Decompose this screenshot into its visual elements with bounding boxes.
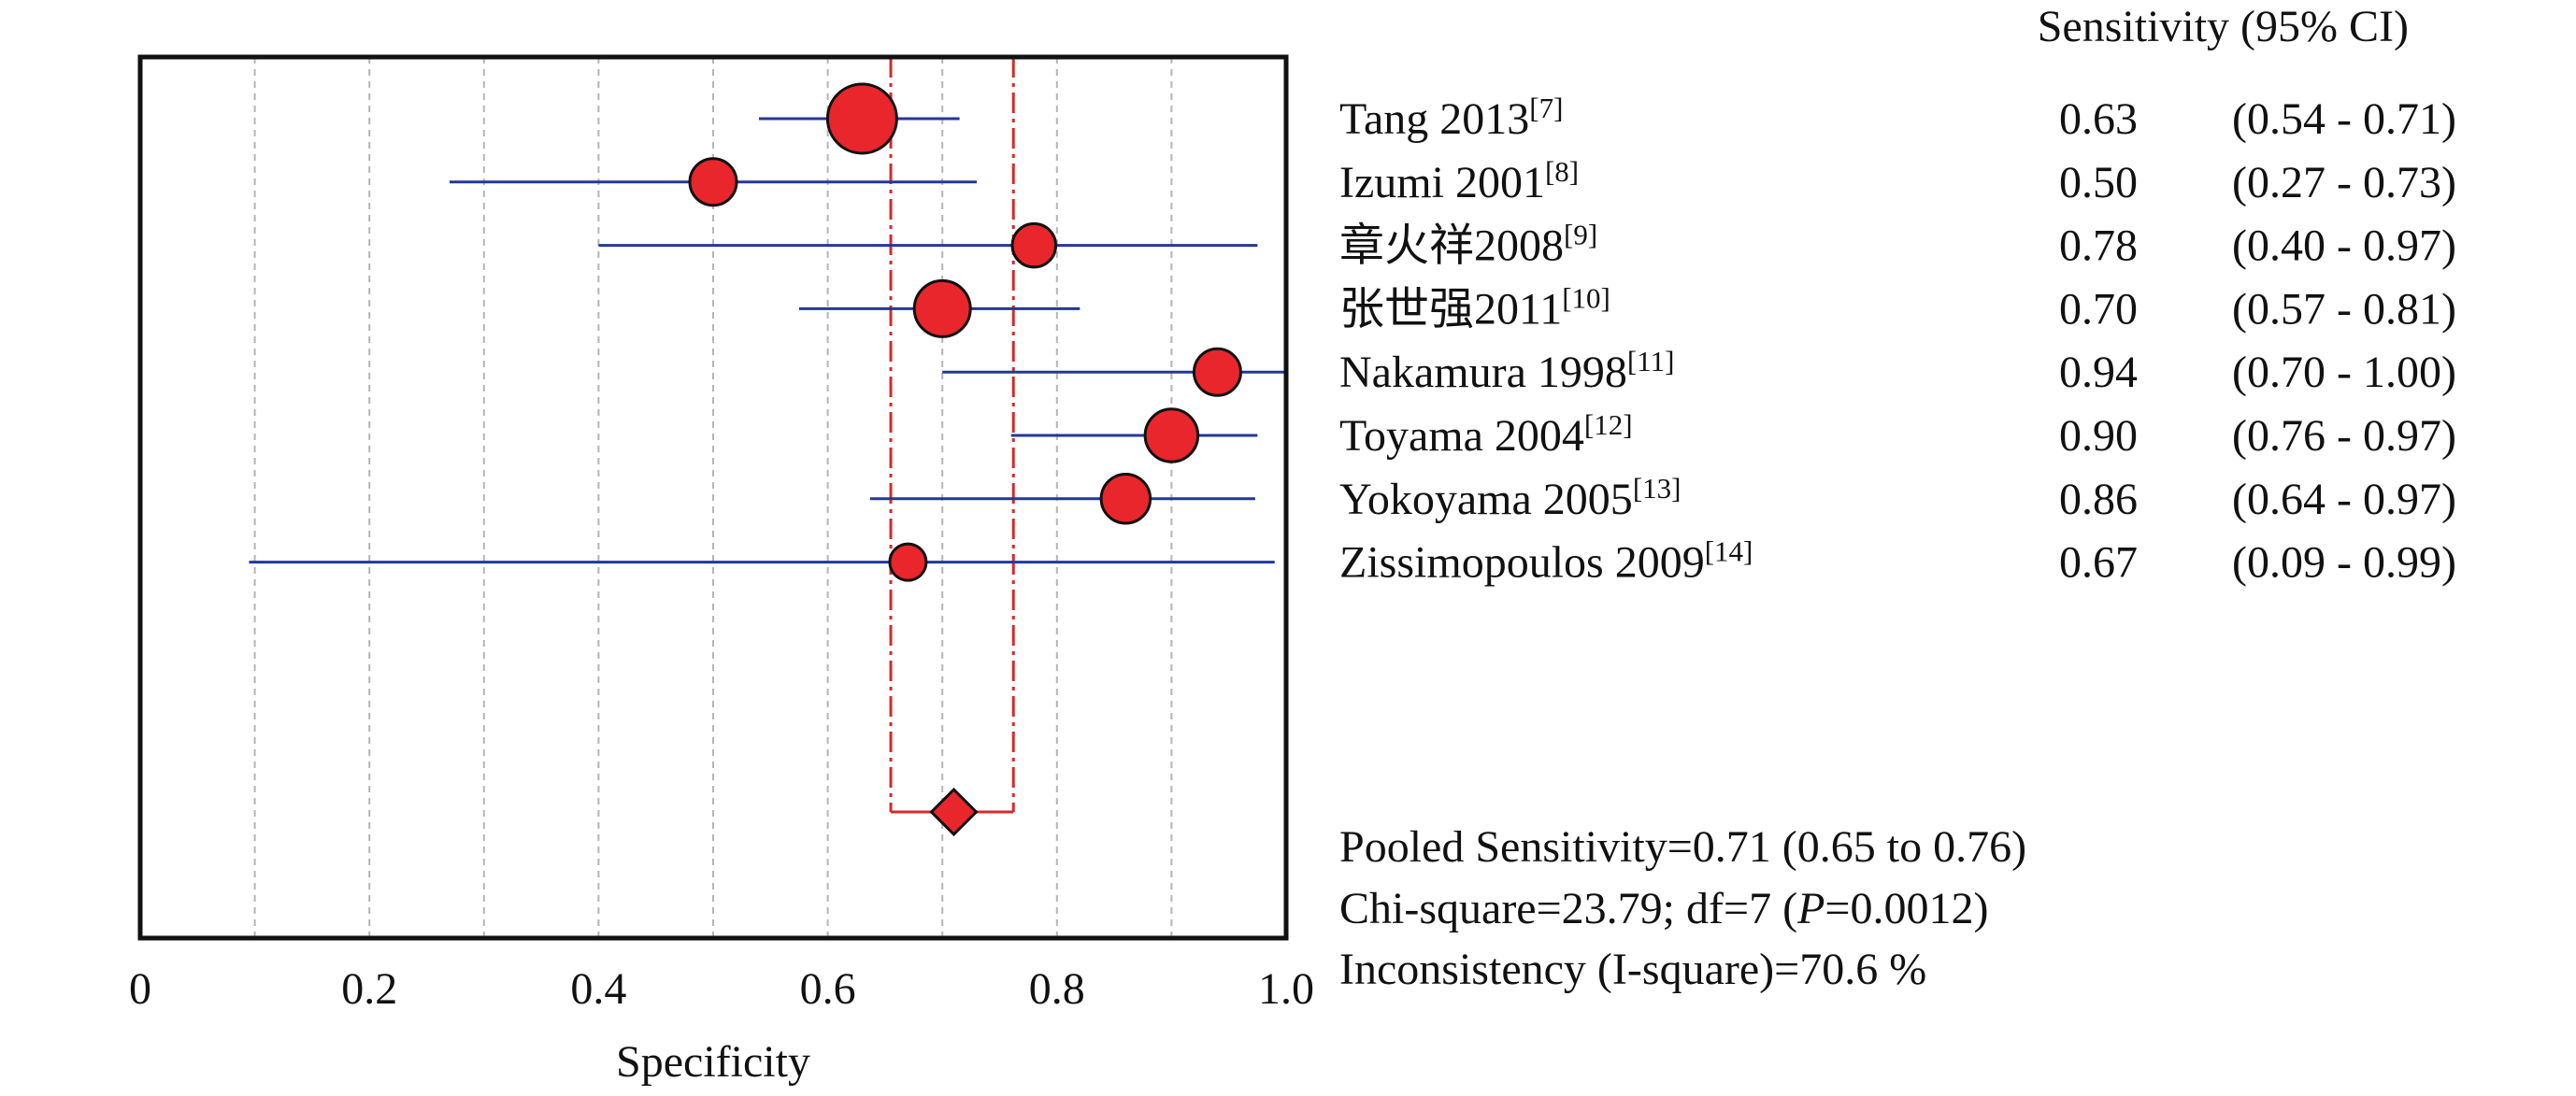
study-label-5: Toyama 2004[12] — [1339, 408, 1633, 461]
study-point-7 — [888, 542, 928, 582]
study-value-5: 0.90 — [2059, 411, 2138, 461]
study-points — [688, 82, 1242, 837]
chi-square-text: Chi-square=23.79; df=7 (P=0.0012) — [1339, 884, 1988, 933]
study-name-2: 章火祥2008 — [1339, 221, 1564, 271]
study-name-6: Yokoyama 2005 — [1339, 475, 1633, 524]
study-ci-3: (0.57 - 0.81) — [2232, 284, 2456, 334]
study-value-0: 0.63 — [2059, 94, 2138, 144]
study-point-2 — [1010, 221, 1058, 269]
summary-block: Pooled Sensitivity=0.71 (0.65 to 0.76) C… — [1339, 822, 2026, 994]
study-ref-4: [11] — [1627, 345, 1675, 377]
study-ref-6: [13] — [1633, 472, 1682, 505]
study-ref-1: [8] — [1545, 155, 1579, 188]
study-label-1: Izumi 2001[8] — [1339, 155, 1579, 207]
study-value-3: 0.70 — [2059, 284, 2138, 334]
pooled-sensitivity-text: Pooled Sensitivity=0.71 (0.65 to 0.76) — [1339, 822, 2026, 872]
study-name-1: Izumi 2001 — [1339, 158, 1545, 207]
study-point-3 — [912, 278, 972, 338]
study-value-2: 0.78 — [2059, 221, 2138, 271]
x-tick-label-3: 0.6 — [800, 964, 856, 1014]
plot-frame — [137, 54, 1289, 941]
study-ref-2: [9] — [1564, 219, 1597, 251]
study-point-4 — [1192, 347, 1242, 397]
chi-square-prefix: Chi-square=23.79; df=7 ( — [1339, 884, 1797, 933]
study-ci-5: (0.76 - 0.97) — [2232, 411, 2456, 461]
x-tick-label-1: 0.2 — [341, 964, 397, 1014]
p-symbol: P — [1796, 884, 1825, 933]
column-header: Sensitivity (95% CI) — [2038, 2, 2409, 51]
pooled-ci-lines — [889, 57, 1015, 814]
study-point-0 — [825, 82, 898, 155]
study-label-0: Tang 2013[7] — [1339, 92, 1563, 144]
x-tick-label-0: 0 — [129, 964, 151, 1014]
p-value: =0.0012) — [1825, 884, 1988, 933]
study-point-1 — [688, 157, 738, 207]
x-tick-label-5: 1.0 — [1258, 964, 1314, 1014]
study-name-0: Tang 2013 — [1339, 94, 1529, 144]
study-value-4: 0.94 — [2059, 348, 2138, 397]
study-name-3: 张世强2011 — [1339, 284, 1562, 334]
pooled-diamond — [929, 787, 979, 837]
study-ref-5: [12] — [1584, 408, 1633, 441]
x-tick-label-2: 0.4 — [570, 964, 626, 1014]
study-ci-4: (0.70 - 1.00) — [2232, 348, 2456, 397]
study-point-5 — [1143, 407, 1200, 463]
study-value-6: 0.86 — [2059, 475, 2138, 524]
study-label-4: Nakamura 1998[11] — [1339, 345, 1674, 397]
inconsistency-text: Inconsistency (I-square)=70.6 % — [1339, 945, 1926, 994]
study-name-5: Toyama 2004 — [1339, 411, 1584, 461]
study-ref-3: [10] — [1562, 281, 1610, 314]
study-ci-0: (0.54 - 0.71) — [2232, 94, 2456, 144]
study-ref-7: [14] — [1705, 535, 1753, 568]
study-value-7: 0.67 — [2059, 538, 2138, 588]
x-axis-label: Specificity — [616, 1037, 810, 1087]
study-label-3: 张世强2011[10] — [1339, 281, 1610, 334]
study-label-6: Yokoyama 2005[13] — [1339, 472, 1681, 524]
study-rows: Tang 2013[7] 0.63 (0.54 - 0.71)Izumi 2001[… — [1339, 92, 2456, 588]
x-axis-ticks: 0 0.2 0.4 0.6 0.8 1.0 — [129, 964, 1314, 1014]
study-ref-0: [7] — [1529, 92, 1563, 124]
study-label-7: Zissimopoulos 2009[14] — [1339, 535, 1753, 588]
study-ci-1: (0.27 - 0.73) — [2232, 158, 2456, 207]
x-tick-label-4: 0.8 — [1029, 964, 1085, 1014]
study-value-1: 0.50 — [2059, 158, 2138, 207]
study-ci-2: (0.40 - 0.97) — [2232, 221, 2456, 271]
study-name-4: Nakamura 1998 — [1339, 348, 1627, 397]
study-ci-6: (0.64 - 0.97) — [2232, 475, 2456, 524]
study-name-7: Zissimopoulos 2009 — [1339, 538, 1705, 588]
study-label-2: 章火祥2008[9] — [1339, 219, 1597, 271]
study-ci-7: (0.09 - 0.99) — [2232, 538, 2456, 588]
study-point-6 — [1099, 473, 1152, 525]
